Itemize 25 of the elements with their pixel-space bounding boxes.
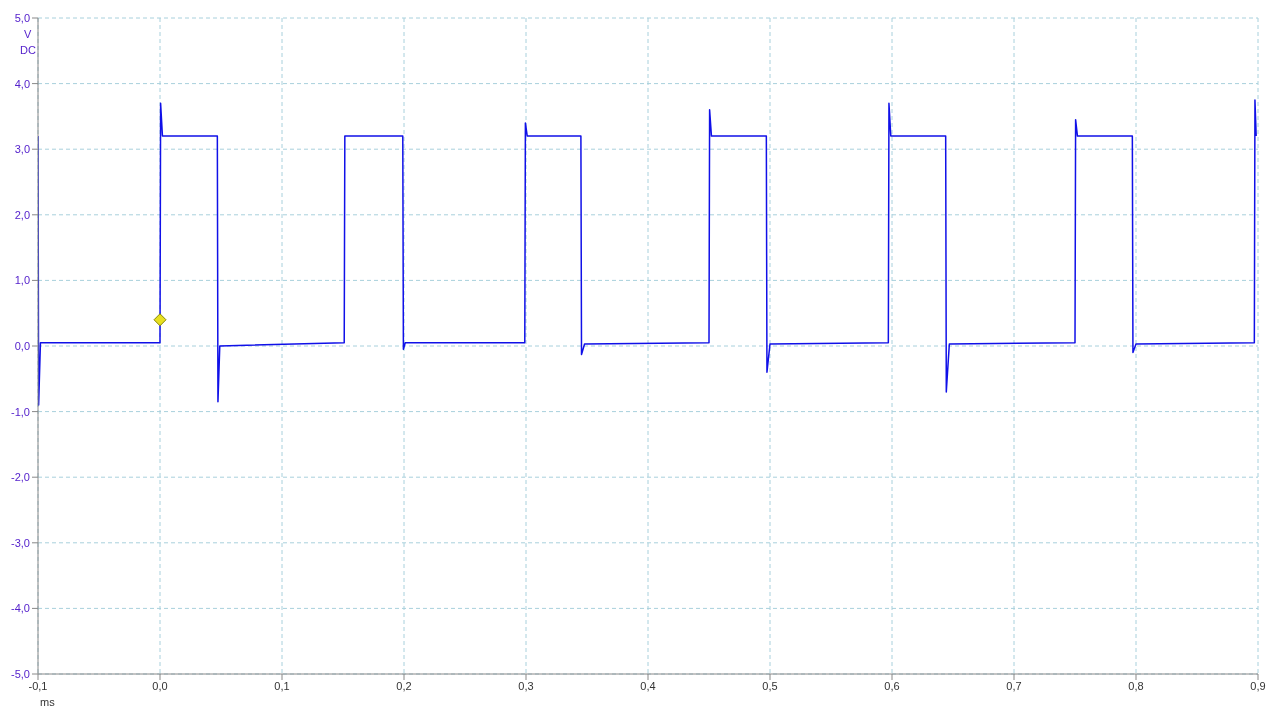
y-tick-label: 4,0 [14,77,30,90]
x-axis-title: ms [40,696,55,708]
x-tick-label: 0,8 [1128,679,1144,692]
text: DC [20,44,36,56]
y-tick-label: -5,0 [11,667,30,680]
x-tick-label: 0,4 [640,679,656,692]
y-tick-label: 1,0 [14,274,30,287]
x-tick-label: 0,0 [152,679,168,692]
y-axis-title: V [24,28,32,40]
y-tick-label: -4,0 [11,602,30,615]
x-tick-label: 0,6 [884,679,900,692]
x-tick-label: 0,5 [762,679,778,692]
y-tick-label: 5,0 [14,11,30,24]
y-tick-label: -3,0 [11,536,30,549]
x-tick-label: -0,1 [28,679,48,692]
y-tick-label: 2,0 [14,208,30,221]
x-tick-label: 0,7 [1006,679,1022,692]
y-tick-label: 0,0 [14,339,30,352]
x-tick-label: 0,2 [396,679,412,692]
y-tick-label: -2,0 [11,471,30,484]
y-tick-label: -1,0 [11,405,30,418]
x-tick-label: 0,1 [274,679,290,692]
y-tick-label: 3,0 [14,143,30,156]
x-tick-label: 0,9 [1250,679,1266,692]
x-tick-label: 0,3 [518,679,534,692]
